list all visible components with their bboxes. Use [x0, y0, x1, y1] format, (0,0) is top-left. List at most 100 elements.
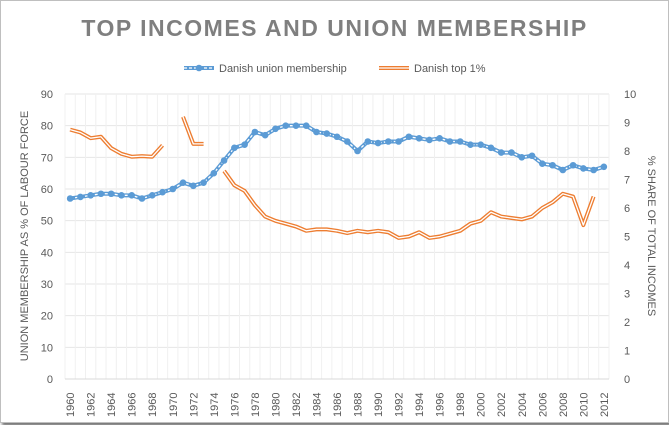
- x-tick-label: 2010: [578, 393, 590, 417]
- data-point: [200, 179, 207, 186]
- data-point: [128, 192, 136, 199]
- x-tick-label: 1986: [332, 393, 344, 417]
- data-point: [467, 141, 474, 148]
- data-point: [364, 138, 372, 145]
- data-point: [569, 161, 577, 169]
- data-point: [190, 182, 197, 190]
- x-tick-label: 1992: [394, 393, 406, 417]
- data-point: [354, 147, 361, 155]
- data-point: [600, 163, 608, 171]
- data-point: [487, 144, 495, 152]
- data-point: [426, 136, 433, 144]
- data-point: [405, 133, 413, 141]
- data-point: [220, 157, 228, 164]
- data-point: [538, 160, 546, 167]
- y2-tick-label: 5: [624, 232, 630, 244]
- y-tick-label: 80: [41, 121, 53, 133]
- data-point: [456, 138, 464, 145]
- series-line-inner-0: [70, 125, 605, 200]
- data-point: [374, 139, 382, 147]
- x-tick-label: 1984: [311, 393, 323, 417]
- x-tick-label: 1990: [373, 393, 385, 417]
- x-tick-label: 1978: [250, 393, 262, 417]
- data-point: [590, 166, 597, 174]
- data-point: [169, 185, 177, 193]
- data-point: [107, 190, 115, 198]
- data-point: [559, 166, 567, 174]
- x-tick-label: 1964: [106, 393, 118, 417]
- x-tick-label: 1980: [270, 393, 282, 417]
- y2-tick-label: 0: [624, 374, 630, 386]
- data-point: [549, 161, 556, 169]
- data-point: [241, 141, 248, 148]
- data-point: [302, 122, 310, 129]
- y2-axis-title: % SHARE OF TOTAL INCOMES: [645, 156, 657, 316]
- data-point: [118, 192, 125, 199]
- data-point: [179, 179, 187, 186]
- x-tick-label: 2008: [558, 393, 570, 417]
- series-line-1: [181, 116, 204, 146]
- data-point: [97, 190, 105, 198]
- x-tick-label: 1962: [86, 393, 98, 417]
- data-point: [528, 152, 536, 160]
- data-point: [231, 144, 238, 152]
- y-axis-title: UNION MEMBERSHIP AS % OF LABOUR FORCE: [19, 111, 31, 361]
- y2-tick-label: 2: [624, 317, 630, 329]
- data-point: [148, 192, 156, 199]
- data-point: [77, 193, 84, 201]
- y-tick-label: 20: [41, 311, 53, 323]
- data-point: [415, 135, 423, 142]
- legend-label-1: Danish top 1%: [414, 63, 486, 75]
- x-tick-label: 2006: [537, 393, 549, 417]
- data-point: [87, 192, 94, 199]
- data-point: [251, 128, 259, 136]
- y2-tick-label: 8: [624, 146, 630, 158]
- data-point: [66, 195, 74, 202]
- series-line-inner-1: [223, 170, 595, 239]
- x-tick-label: 1976: [229, 393, 241, 417]
- x-tick-label: 1998: [455, 393, 467, 417]
- data-point: [385, 138, 392, 145]
- data-point: [395, 138, 402, 145]
- data-point: [518, 154, 526, 161]
- data-point: [323, 130, 331, 137]
- x-tick-label: 1988: [353, 393, 365, 417]
- data-point: [477, 141, 484, 148]
- data-point: [343, 138, 351, 145]
- x-tick-label: 1968: [147, 393, 159, 417]
- x-tick-label: 2004: [517, 393, 529, 417]
- y-tick-label: 40: [41, 247, 53, 259]
- data-point: [292, 122, 300, 129]
- y2-tick-label: 9: [624, 118, 630, 130]
- x-tick-label: 1966: [127, 393, 139, 417]
- chart-title: TOP INCOMES AND UNION MEMBERSHIP: [81, 15, 588, 41]
- y2-tick-label: 7: [624, 175, 630, 187]
- y-tick-label: 30: [41, 279, 53, 291]
- legend-marker: [195, 64, 203, 72]
- data-point: [272, 125, 279, 133]
- y2-tick-label: 4: [624, 260, 630, 272]
- x-tick-label: 2000: [476, 393, 488, 417]
- y-tick-label: 90: [41, 89, 53, 101]
- y-tick-label: 50: [41, 216, 53, 228]
- legend-label-0: Danish union membership: [219, 63, 347, 75]
- data-point: [210, 169, 218, 177]
- data-point: [138, 195, 146, 202]
- data-point: [436, 135, 443, 142]
- x-tick-label: 1994: [414, 393, 426, 417]
- y-tick-label: 70: [41, 152, 53, 164]
- y-tick-label: 60: [41, 184, 53, 196]
- data-point: [282, 122, 289, 129]
- x-tick-label: 1996: [435, 393, 447, 417]
- x-tick-label: 2002: [496, 393, 508, 417]
- x-tick-label: 1974: [209, 393, 221, 417]
- series-line-1: [222, 169, 596, 240]
- data-point: [313, 128, 320, 136]
- y-tick-label: 10: [41, 342, 53, 354]
- y2-tick-label: 1: [624, 346, 630, 358]
- data-point: [497, 149, 505, 156]
- data-point: [333, 133, 341, 141]
- y2-tick-label: 6: [624, 203, 630, 215]
- data-point: [508, 149, 515, 156]
